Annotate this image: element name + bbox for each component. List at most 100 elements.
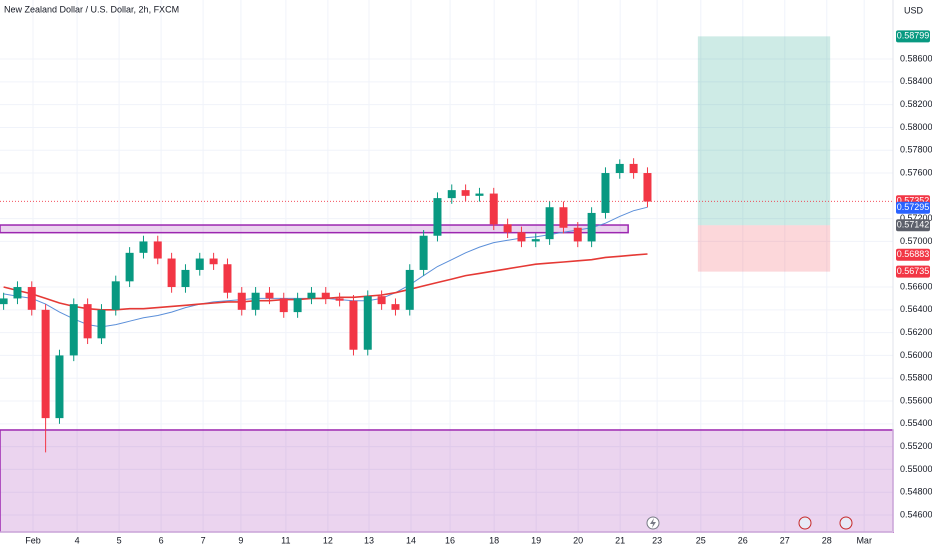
y-tick-label: 0.57000 (900, 236, 932, 246)
candle-body (489, 193, 498, 225)
candle-body (517, 232, 526, 242)
candle-body (251, 292, 260, 310)
candle-body (223, 264, 232, 293)
y-tick-label: 0.56200 (900, 327, 932, 337)
candle-body (125, 252, 134, 282)
price-label-box (896, 219, 930, 232)
candle-body (405, 269, 414, 310)
event-icons (646, 516, 853, 530)
price-label: 0.57142 (897, 220, 930, 230)
candle-body (615, 163, 624, 174)
price-label-box (896, 265, 930, 278)
candle-body (391, 304, 400, 310)
candle-body (363, 296, 372, 350)
candle-body (545, 207, 554, 240)
x-tick-label: 25 (696, 535, 706, 545)
x-tick-label: 4 (75, 535, 80, 545)
y-tick-label: 0.58000 (900, 122, 932, 132)
candle-body (475, 193, 484, 196)
candle-body (377, 296, 386, 305)
candle-body (601, 173, 610, 213)
candle-body (41, 309, 50, 419)
x-tick-label: 16 (445, 535, 455, 545)
candle-body (153, 241, 162, 259)
x-tick-label: 18 (489, 535, 499, 545)
price-label: 0.57295 (897, 202, 930, 212)
zone (0, 224, 629, 234)
y-tick-label: 0.58200 (900, 99, 932, 109)
candle-body (293, 298, 302, 313)
candle-body (461, 190, 470, 196)
x-tick-label: Mar (856, 535, 872, 545)
chart-title: New Zealand Dollar / U.S. Dollar, 2h, FX… (4, 4, 179, 14)
candle-body (559, 207, 568, 228)
y-tick-label: 0.57600 (900, 167, 932, 177)
y-tick-label: 0.55800 (900, 373, 932, 383)
candle-body (209, 258, 218, 265)
price-label: 0.58799 (897, 31, 930, 41)
candle-body (13, 287, 22, 299)
candle-body (167, 258, 176, 288)
x-tick-label: 19 (531, 535, 541, 545)
candle-body (643, 173, 652, 202)
x-tick-label: Feb (25, 535, 41, 545)
x-tick-label: 28 (822, 535, 832, 545)
x-tick-label: 7 (201, 535, 206, 545)
candle-body (447, 190, 456, 199)
event-icon (839, 516, 853, 530)
candle-body (503, 224, 512, 233)
candle-body (139, 241, 148, 253)
y-tick-label: 0.55400 (900, 418, 932, 428)
x-tick-label: 23 (652, 535, 662, 545)
price-label-box (896, 30, 930, 43)
y-tick-label: 0.57800 (900, 145, 932, 155)
candle-body (181, 269, 190, 288)
candle-body (587, 212, 596, 242)
candle-body (349, 300, 358, 350)
y-tick-label: 0.56600 (900, 281, 932, 291)
candle-body (27, 287, 36, 310)
x-tick-label: 21 (615, 535, 625, 545)
x-tick-label: 20 (573, 535, 583, 545)
candle-body (307, 292, 316, 299)
plot (0, 0, 894, 533)
x-tick-label: 13 (364, 535, 374, 545)
candle-body (265, 292, 274, 299)
candle-body (69, 304, 78, 356)
candle-body (573, 227, 582, 242)
candle-body (111, 281, 120, 310)
y-tick-label: 0.56400 (900, 304, 932, 314)
x-tick-label: 26 (738, 535, 748, 545)
y-tick-label: 0.56000 (900, 350, 932, 360)
y-tick-label: 0.54800 (900, 487, 932, 497)
event-icon (650, 518, 656, 528)
price-label-box (896, 248, 930, 261)
candle-body (279, 298, 288, 313)
price-label: 0.57352 (897, 196, 930, 206)
y-tick-label: 0.58400 (900, 76, 932, 86)
candle-body (237, 292, 246, 310)
loss-zone (697, 225, 831, 272)
price-label: 0.56735 (897, 266, 930, 276)
candle-body (97, 309, 106, 339)
candle-body (0, 298, 8, 305)
candle-body (83, 304, 92, 339)
price-label: 0.56883 (897, 249, 930, 259)
currency: USD (904, 5, 924, 15)
candle-body (629, 163, 638, 174)
y-tick-label: 0.54600 (900, 509, 932, 519)
x-tick-label: 5 (117, 535, 122, 545)
x-tick-label: 6 (159, 535, 164, 545)
x-tick-label: 14 (406, 535, 416, 545)
x-tick-label: 12 (323, 535, 333, 545)
candle-body (419, 235, 428, 270)
price-label-box (896, 201, 930, 214)
candle-body (531, 239, 540, 242)
profit-zone (697, 36, 831, 226)
x-tick-label: 9 (238, 535, 243, 545)
candle-body (433, 198, 442, 236)
candle-body (321, 292, 330, 299)
event-icon (798, 516, 812, 530)
x-tick-label: 27 (780, 535, 790, 545)
